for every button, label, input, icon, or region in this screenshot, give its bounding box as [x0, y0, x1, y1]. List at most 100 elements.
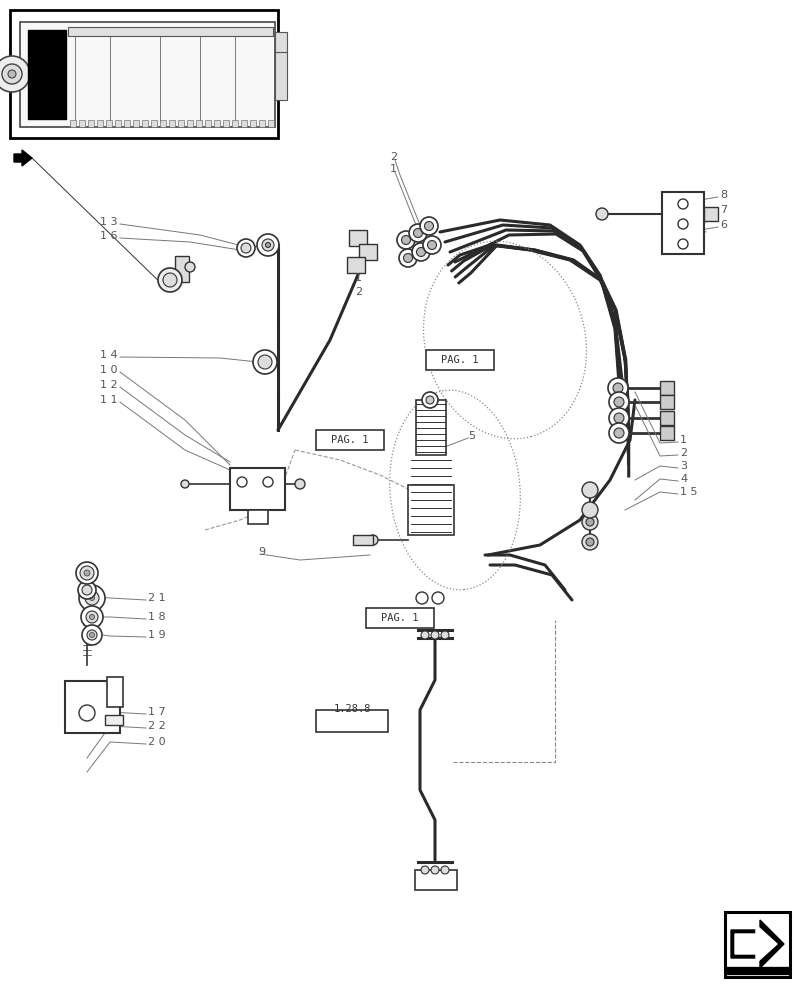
Circle shape	[581, 514, 597, 530]
Bar	[105, 715, 122, 725]
Circle shape	[163, 273, 177, 287]
Circle shape	[416, 247, 425, 256]
Circle shape	[586, 538, 594, 546]
Text: 8: 8	[719, 190, 726, 200]
Circle shape	[89, 614, 94, 619]
Text: 2: 2	[354, 287, 362, 297]
Circle shape	[89, 595, 94, 600]
Bar	[250, 120, 255, 127]
Circle shape	[413, 229, 422, 237]
Circle shape	[253, 350, 277, 374]
Circle shape	[79, 585, 105, 611]
Bar	[214, 120, 220, 127]
Text: 1 8: 1 8	[148, 612, 165, 622]
Circle shape	[431, 866, 439, 874]
Bar	[275, 50, 286, 100]
Circle shape	[8, 70, 16, 78]
Bar	[97, 120, 103, 127]
Circle shape	[237, 239, 255, 257]
Circle shape	[403, 253, 412, 262]
Circle shape	[419, 217, 437, 235]
Circle shape	[158, 268, 182, 292]
Bar	[426, 350, 493, 370]
Circle shape	[677, 239, 687, 249]
Text: 1.28.8: 1.28.8	[333, 704, 371, 714]
Bar	[349, 230, 367, 246]
Circle shape	[423, 236, 440, 254]
Polygon shape	[734, 925, 776, 963]
Circle shape	[608, 423, 629, 443]
Polygon shape	[730, 920, 783, 968]
Circle shape	[78, 581, 96, 599]
Text: 1 3: 1 3	[100, 217, 118, 227]
Bar	[353, 535, 372, 545]
Bar	[366, 608, 433, 628]
Circle shape	[84, 570, 90, 576]
Text: PAG. 1: PAG. 1	[331, 435, 368, 445]
Circle shape	[262, 239, 273, 251]
Text: 1 9: 1 9	[148, 630, 165, 640]
Circle shape	[595, 208, 607, 220]
Circle shape	[431, 592, 444, 604]
Circle shape	[82, 625, 102, 645]
Circle shape	[82, 585, 92, 595]
Circle shape	[612, 383, 622, 393]
Bar	[241, 120, 247, 127]
Text: 1 4: 1 4	[100, 350, 118, 360]
Bar	[232, 120, 238, 127]
Bar	[703, 207, 717, 221]
Text: 1 7: 1 7	[148, 707, 165, 717]
Bar	[259, 120, 264, 127]
Circle shape	[76, 562, 98, 584]
Bar	[187, 120, 193, 127]
Text: 1 1: 1 1	[100, 395, 118, 405]
Circle shape	[2, 64, 22, 84]
Bar	[358, 244, 376, 260]
Text: 1 0: 1 0	[100, 365, 118, 375]
Bar	[414, 870, 457, 890]
Circle shape	[613, 428, 623, 438]
Text: 2 1: 2 1	[148, 593, 165, 603]
Bar	[115, 120, 121, 127]
Circle shape	[401, 235, 410, 244]
Circle shape	[420, 866, 428, 874]
Circle shape	[431, 631, 439, 639]
Bar	[204, 120, 211, 127]
Bar	[661, 192, 703, 254]
Bar	[724, 912, 789, 977]
Circle shape	[613, 413, 623, 423]
Bar	[10, 10, 277, 138]
Circle shape	[397, 231, 414, 249]
Bar	[175, 256, 189, 282]
Text: 2: 2	[679, 448, 686, 458]
Circle shape	[608, 408, 629, 428]
Circle shape	[415, 592, 427, 604]
Circle shape	[181, 480, 189, 488]
Circle shape	[409, 224, 427, 242]
Text: 3: 3	[679, 461, 686, 471]
Circle shape	[89, 632, 94, 638]
Circle shape	[265, 242, 270, 247]
Circle shape	[420, 631, 428, 639]
Polygon shape	[14, 150, 32, 166]
Bar	[407, 485, 453, 535]
Bar	[346, 257, 365, 273]
Bar	[659, 426, 673, 440]
Bar	[79, 120, 85, 127]
Circle shape	[263, 477, 272, 487]
Text: 1: 1	[354, 273, 362, 283]
Circle shape	[422, 392, 437, 408]
Bar	[70, 120, 76, 127]
Circle shape	[294, 479, 305, 489]
Bar	[124, 120, 130, 127]
Bar	[223, 120, 229, 127]
Text: 2 2: 2 2	[148, 721, 165, 731]
Text: 2: 2	[389, 152, 397, 162]
Bar	[107, 677, 122, 707]
Circle shape	[440, 866, 448, 874]
Circle shape	[440, 631, 448, 639]
Bar	[68, 27, 272, 36]
Circle shape	[607, 378, 627, 398]
Bar	[247, 510, 268, 524]
Text: PAG. 1: PAG. 1	[440, 355, 478, 365]
